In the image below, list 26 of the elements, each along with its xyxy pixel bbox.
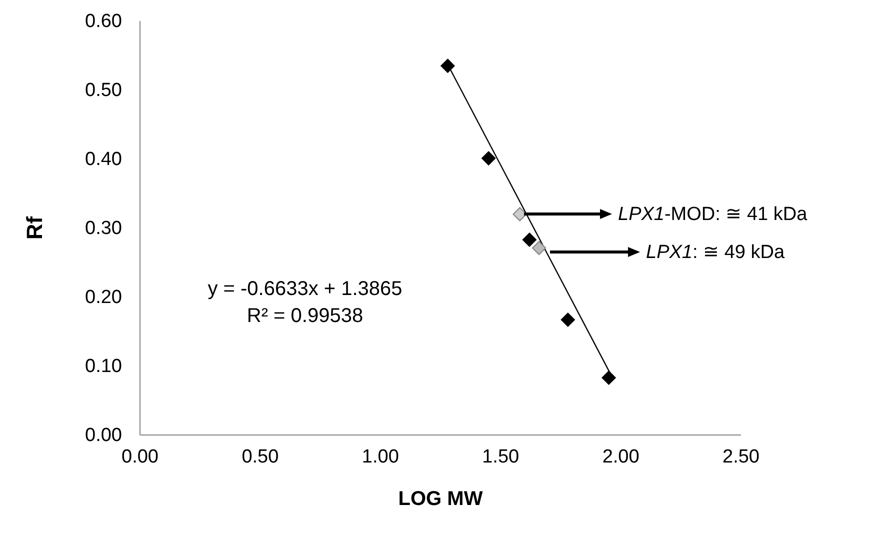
annotation: LPX1: ≅ 49 kDa <box>646 242 785 263</box>
x-axis-title: LOG MW <box>398 488 483 510</box>
point <box>512 207 527 222</box>
y-tick-label: 0.30 <box>85 218 122 240</box>
y-tick-label: 0.50 <box>85 80 122 102</box>
point <box>560 312 575 327</box>
annotation: y = -0.6633x + 1.3865 <box>208 278 402 300</box>
y-tick-label: 0.60 <box>85 11 122 32</box>
point <box>522 232 537 247</box>
x-tick-label: 0.00 <box>122 446 158 468</box>
y-tick-label: 0.10 <box>85 356 122 378</box>
annotation: R² = 0.99538 <box>246 305 364 327</box>
y-tick-label: 0.20 <box>85 287 122 308</box>
y-tick-label: 0.00 <box>85 425 122 446</box>
point <box>482 151 496 166</box>
x-tick-label: 1.00 <box>362 446 399 468</box>
x-tick-label: 0.50 <box>242 446 279 468</box>
x-tick-label: 1.50 <box>482 446 520 468</box>
point <box>602 370 616 385</box>
y-axis-title: Rf <box>22 216 47 240</box>
annotation: LPX1-MOD: ≅ 41 kDa <box>618 204 808 225</box>
x-tick-label: 2.00 <box>602 446 640 468</box>
y-tick-label: 0.40 <box>85 149 122 170</box>
point <box>532 240 546 256</box>
point <box>440 58 455 73</box>
x-tick-label: 2.50 <box>722 446 760 468</box>
